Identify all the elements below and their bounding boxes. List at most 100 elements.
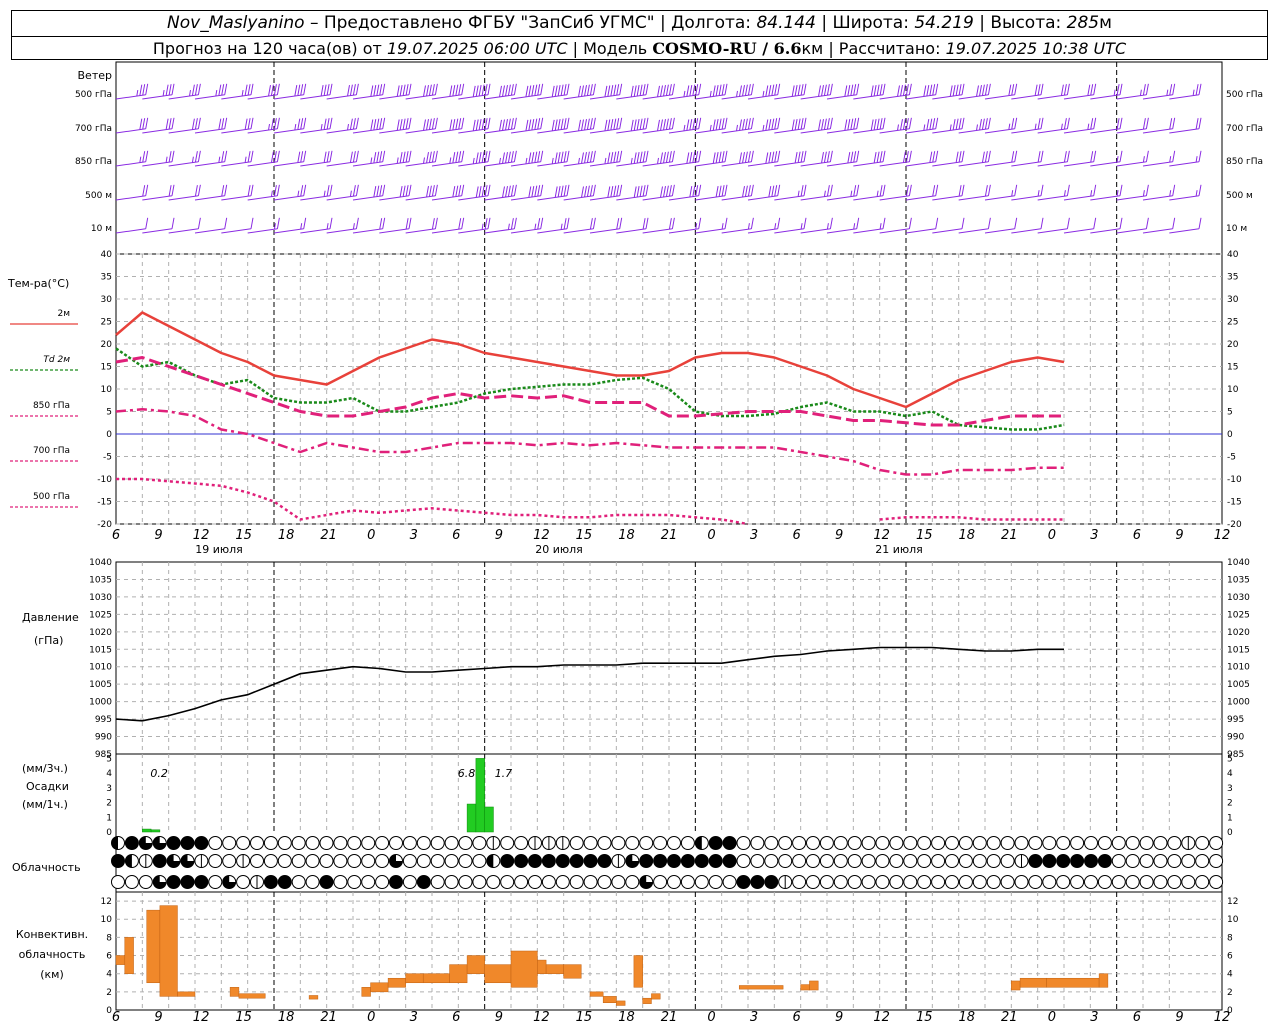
wind-barb bbox=[115, 83, 149, 100]
cloud-cover-fill bbox=[1084, 854, 1098, 868]
wind-barb bbox=[115, 184, 149, 201]
wind-barb bbox=[984, 150, 1018, 167]
wind-barb bbox=[853, 150, 886, 167]
y-tick-label-right: 20 bbox=[1227, 340, 1239, 350]
cloud-cover-fill bbox=[542, 854, 556, 868]
wind-barb bbox=[695, 150, 728, 167]
wind-barb bbox=[142, 117, 175, 134]
wind-barb bbox=[221, 83, 254, 100]
convective-cloud-bar bbox=[238, 993, 266, 999]
convective-cloud-bar bbox=[124, 937, 134, 974]
cloud-cover-symbol bbox=[861, 875, 876, 889]
cloud-cover-symbol bbox=[458, 875, 473, 889]
cloud-cover-symbol bbox=[764, 854, 779, 868]
y-tick-label-left: 5 bbox=[106, 408, 112, 418]
wind-barb bbox=[1037, 150, 1070, 167]
precip-amount-label: 6.8 bbox=[458, 767, 476, 780]
cloud-cover-symbol bbox=[1056, 836, 1071, 850]
cloud-cover-fill bbox=[153, 875, 167, 889]
wind-barb bbox=[1116, 184, 1149, 201]
wind-barb bbox=[1142, 217, 1176, 234]
temperature-series-line bbox=[115, 408, 1064, 476]
cloud-cover-symbol bbox=[458, 836, 473, 850]
wind-barb bbox=[221, 117, 254, 134]
wind-barb bbox=[142, 217, 175, 234]
wind-barb bbox=[879, 217, 912, 234]
y-tick-label-left: 995 bbox=[95, 715, 112, 725]
cloud-cover-symbol bbox=[1097, 836, 1112, 850]
cloud-cover-symbol bbox=[1028, 836, 1043, 850]
wind-barb bbox=[563, 150, 596, 167]
y-tick-label-right: 1000 bbox=[1227, 698, 1250, 708]
wind-barb bbox=[300, 117, 333, 134]
cloud-cover-symbol bbox=[319, 836, 334, 850]
wind-barb bbox=[905, 117, 939, 134]
wind-barb bbox=[721, 150, 754, 167]
cloud-cover-symbol bbox=[1042, 875, 1057, 889]
cloud-cover-symbol bbox=[597, 875, 612, 889]
cloud-cover-fill bbox=[709, 836, 723, 850]
wind-barb bbox=[905, 150, 939, 167]
cloud-cover-symbol bbox=[1153, 854, 1168, 868]
y-tick-label-right: 1015 bbox=[1227, 645, 1250, 655]
wind-level-label-left: 700 гПа bbox=[75, 124, 112, 134]
time-tick-label-bottom: 9 bbox=[154, 1010, 162, 1024]
wind-barb bbox=[352, 117, 386, 134]
cloud-cover-fill bbox=[181, 854, 194, 868]
wind-barb bbox=[405, 83, 438, 100]
time-tick-label-mid: 12 bbox=[193, 528, 210, 543]
cloud-cover-fill bbox=[1042, 854, 1056, 868]
wind-barb bbox=[589, 217, 623, 234]
wind-barb bbox=[352, 217, 386, 234]
cloud-cover-fill bbox=[556, 854, 570, 868]
cloud-cover-symbol bbox=[583, 875, 598, 889]
y-tick-label-left: 1000 bbox=[89, 698, 112, 708]
cloud-cover-symbol bbox=[472, 854, 487, 868]
y-tick-label-right: -5 bbox=[1227, 453, 1236, 463]
cloud-cover-symbol bbox=[263, 836, 278, 850]
y-tick-label-left: 6 bbox=[106, 952, 112, 962]
wind-barb bbox=[326, 117, 359, 134]
cloud-cover-symbol bbox=[694, 875, 709, 889]
convective-cloud-bar bbox=[563, 964, 582, 979]
cloud-cover-symbol bbox=[514, 875, 529, 889]
y-tick-label-left: 1 bbox=[106, 813, 112, 823]
cloud-cover-symbol bbox=[361, 836, 376, 850]
y-tick-label-left: 1010 bbox=[89, 663, 112, 673]
cloud-cover-symbol bbox=[945, 854, 959, 868]
y-tick-label-left: 2 bbox=[106, 799, 112, 809]
cloud-cover-symbol bbox=[819, 836, 834, 850]
cloud-cover-symbol bbox=[1167, 836, 1182, 850]
wind-barb bbox=[932, 150, 965, 167]
cloud-cover-symbol bbox=[514, 836, 529, 850]
wind-barb bbox=[826, 150, 860, 167]
wind-barb bbox=[142, 184, 175, 201]
wind-barb bbox=[1169, 150, 1202, 167]
y-tick-label-left: -20 bbox=[97, 520, 112, 530]
cloud-cover-symbol bbox=[625, 875, 640, 889]
cloud-cover-symbol bbox=[250, 854, 264, 868]
cloud-cover-symbol bbox=[222, 854, 237, 868]
cloud-cover-fill bbox=[709, 854, 723, 868]
cloud-cover-symbol bbox=[778, 836, 793, 850]
wind-barb bbox=[747, 150, 781, 167]
latitude-label: Широта: bbox=[832, 13, 909, 33]
cloud-cover-symbol bbox=[861, 854, 876, 868]
header-forecast-row: Прогноз на 120 часа(ов) от 19.07.2025 06… bbox=[152, 39, 1127, 58]
y-tick-label-right: 12 bbox=[1227, 897, 1238, 907]
cloud-cover-symbol bbox=[444, 854, 459, 868]
cloud-cover-fill bbox=[639, 854, 653, 868]
time-tick-label-mid: 18 bbox=[958, 528, 975, 543]
cloud-cover-fill bbox=[125, 836, 139, 850]
cloud-cover-symbol bbox=[347, 854, 362, 868]
day-label: 20 июля bbox=[535, 543, 583, 556]
cloud-cover-symbol bbox=[875, 836, 890, 850]
time-tick-label-bottom: 6 bbox=[452, 1010, 460, 1024]
wind-barb bbox=[589, 184, 623, 201]
time-axes: 6699121215151818212100336699121215151818… bbox=[112, 528, 1230, 1024]
time-tick-label-mid: 15 bbox=[916, 528, 933, 543]
wind-barb bbox=[1169, 217, 1202, 234]
wind-barb bbox=[352, 150, 386, 167]
cloud-cover-symbol bbox=[847, 854, 862, 868]
